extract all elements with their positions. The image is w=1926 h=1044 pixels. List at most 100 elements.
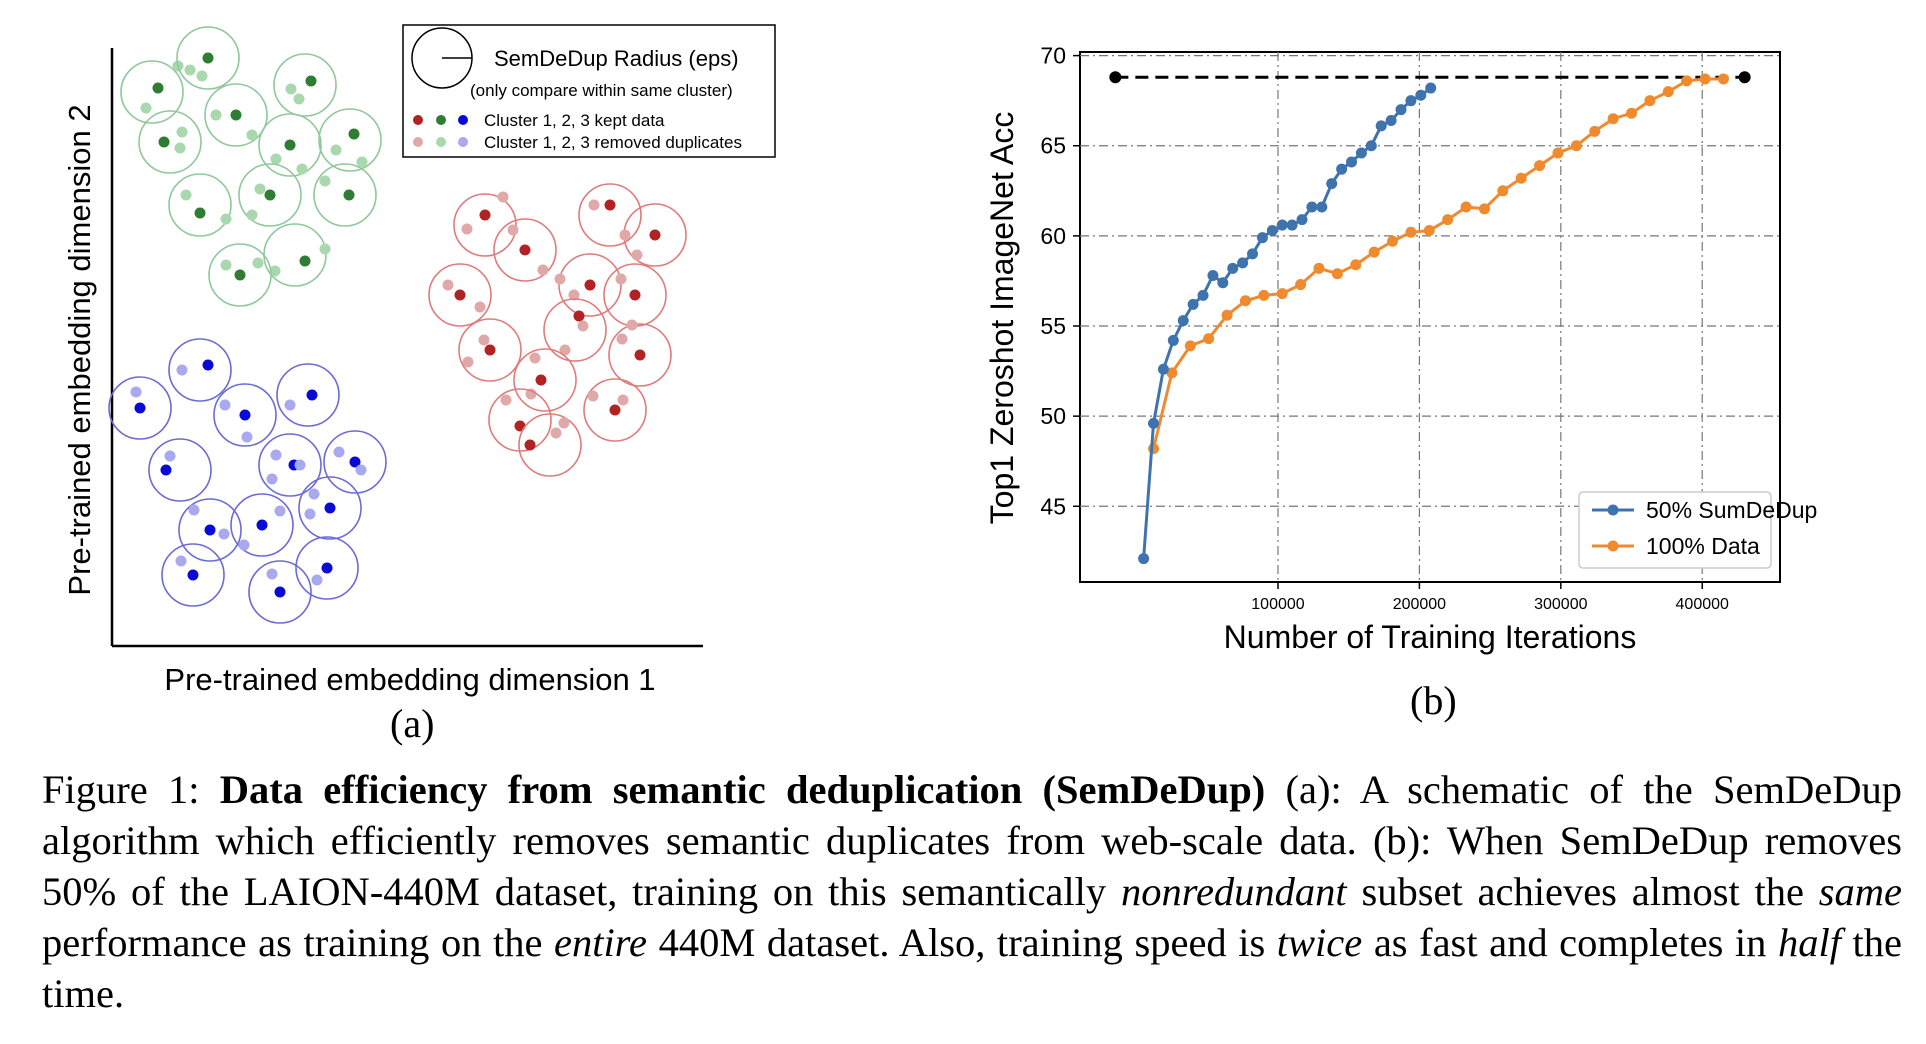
series-layer	[1109, 71, 1751, 565]
series-2-point	[1148, 443, 1160, 455]
series-2-point	[1515, 172, 1527, 184]
cluster2-removed-point	[330, 144, 342, 156]
cluster1-removed-point	[577, 320, 589, 332]
cluster2-kept-point	[230, 109, 242, 121]
cluster2-kept-point	[299, 255, 311, 267]
x-tick-label: 400000	[1676, 596, 1729, 613]
series-1-point	[1395, 104, 1407, 116]
caption-text-2: subset achieves almost the	[1346, 869, 1819, 914]
series-2-point	[1295, 279, 1307, 291]
series-2-point	[1423, 224, 1435, 236]
series-2-point	[1644, 95, 1656, 107]
cluster3-removed-point	[238, 539, 250, 551]
cluster3-removed-point	[218, 528, 230, 540]
series-1-point	[1375, 120, 1387, 132]
series-1-point	[1306, 201, 1318, 213]
series-2-point	[1607, 113, 1619, 125]
caption-emphasis-4: twice	[1276, 920, 1363, 965]
series-2-point	[1478, 203, 1490, 215]
cluster2-kept-point	[152, 82, 164, 94]
panel-b-chart: 100000 200000 300000 400000 45 50 55 60 65 70 Num…	[940, 0, 1926, 760]
chart-x-axis-label: Number of Training Iterations	[1224, 619, 1637, 655]
cluster2-kept-point	[305, 75, 317, 87]
cluster1-kept-point	[519, 244, 531, 256]
caption-prefix: Figure 1:	[42, 767, 200, 812]
x-tick-label: 100000	[1251, 596, 1304, 613]
legend-radius-note: (only compare within same cluster)	[470, 81, 733, 100]
caption-text-3: performance as training on the	[42, 920, 555, 965]
legend-kept-dot-2	[436, 115, 446, 125]
panel-a-schematic: Pre-trained embedding dimension 1 Pre-tr…	[0, 0, 800, 760]
cluster2-kept-point	[158, 136, 170, 148]
caption-title: Data efficiency from semantic deduplicat…	[219, 767, 1266, 812]
plot-area-frame	[1079, 51, 1781, 583]
series-2-point	[1681, 75, 1693, 87]
cluster2-removed-point	[140, 102, 152, 114]
caption-text-4: 440M dataset. Also, training speed is	[647, 920, 1277, 965]
cluster2-radius-ring	[208, 243, 272, 307]
accuracy-line-chart: 100000 200000 300000 400000 45 50 55 60 65 70 Num…	[984, 43, 1817, 655]
cluster2-removed-point	[285, 83, 297, 95]
cluster1-removed-point	[442, 279, 454, 291]
series-2-point	[1570, 140, 1582, 152]
series-1-point	[1266, 224, 1278, 236]
caption-emphasis-1: nonredundant	[1120, 869, 1347, 914]
cluster2-removed-point	[319, 175, 331, 187]
series-2-point	[1258, 289, 1270, 301]
series-2-point	[1221, 309, 1233, 321]
y-axis-label: Pre-trained embedding dimension 2	[62, 104, 97, 595]
cluster3-kept-point	[160, 464, 172, 476]
cluster3-removed-point	[355, 464, 367, 476]
panel-b-sublabel: (b)	[1410, 678, 1457, 723]
cluster2-radius-ring	[273, 53, 337, 117]
series-1-point	[1217, 277, 1229, 289]
cluster2-radius-ring	[313, 163, 377, 227]
series-2-point	[1166, 367, 1178, 379]
y-tick-label: 50	[1040, 403, 1066, 429]
cluster2-removed-point	[293, 93, 305, 105]
cluster3-radius-ring	[298, 476, 362, 540]
legend-removed-dot-3	[458, 137, 468, 147]
series-1-point	[1247, 248, 1259, 260]
clusters-layer	[108, 26, 687, 624]
cluster1-radius-ring	[513, 348, 577, 412]
cluster2-radius-ring	[204, 83, 268, 147]
legend-removed-dot-1	[413, 137, 423, 147]
cluster1-removed-point	[478, 334, 490, 346]
cluster2-removed-point	[180, 189, 192, 201]
cluster1-radius-ring	[493, 218, 557, 282]
cluster3-radius-ring	[248, 560, 312, 624]
series-1-point	[1346, 156, 1358, 168]
caption-emphasis-2: same	[1818, 869, 1903, 914]
cluster3-kept-point	[187, 569, 199, 581]
cluster3-radius-ring	[148, 438, 212, 502]
series-2-point	[1534, 160, 1546, 172]
cluster2-removed-point	[220, 259, 232, 271]
series-2-point	[1699, 73, 1711, 85]
cluster3-removed-point	[188, 504, 200, 516]
series-1-point	[1167, 334, 1179, 346]
cluster3-removed-point	[219, 399, 231, 411]
cluster3-kept-point	[239, 409, 251, 421]
caption-text-1: (a): A schematic of the SemDeDup algorit…	[42, 767, 1903, 914]
caption-text-5: as fast and completes in	[1362, 920, 1778, 965]
series-1-point	[1336, 163, 1348, 175]
series-1-point	[1286, 219, 1298, 231]
cluster2-radius-ring	[138, 110, 202, 174]
cluster2-removed-point	[210, 109, 222, 121]
series-2-point	[1184, 340, 1196, 352]
series-1-point	[1425, 82, 1437, 94]
series-2-point	[1350, 259, 1362, 271]
cluster2-removed-point	[196, 70, 208, 82]
series-1-point	[1365, 140, 1377, 152]
cluster1-kept-point	[454, 289, 466, 301]
cluster2-removed-point	[184, 64, 196, 76]
legend-radius-label: SemDeDup Radius (eps)	[494, 46, 739, 71]
cluster3-radius-ring	[323, 430, 387, 494]
semdedup-schematic: Pre-trained embedding dimension 1 Pre-tr…	[62, 24, 776, 697]
cluster2-removed-point	[296, 163, 308, 175]
cluster3-radius-ring	[161, 543, 225, 607]
cluster2-removed-point	[246, 209, 258, 221]
reference-endpoint	[1109, 71, 1122, 84]
series-1-point	[1227, 262, 1239, 274]
